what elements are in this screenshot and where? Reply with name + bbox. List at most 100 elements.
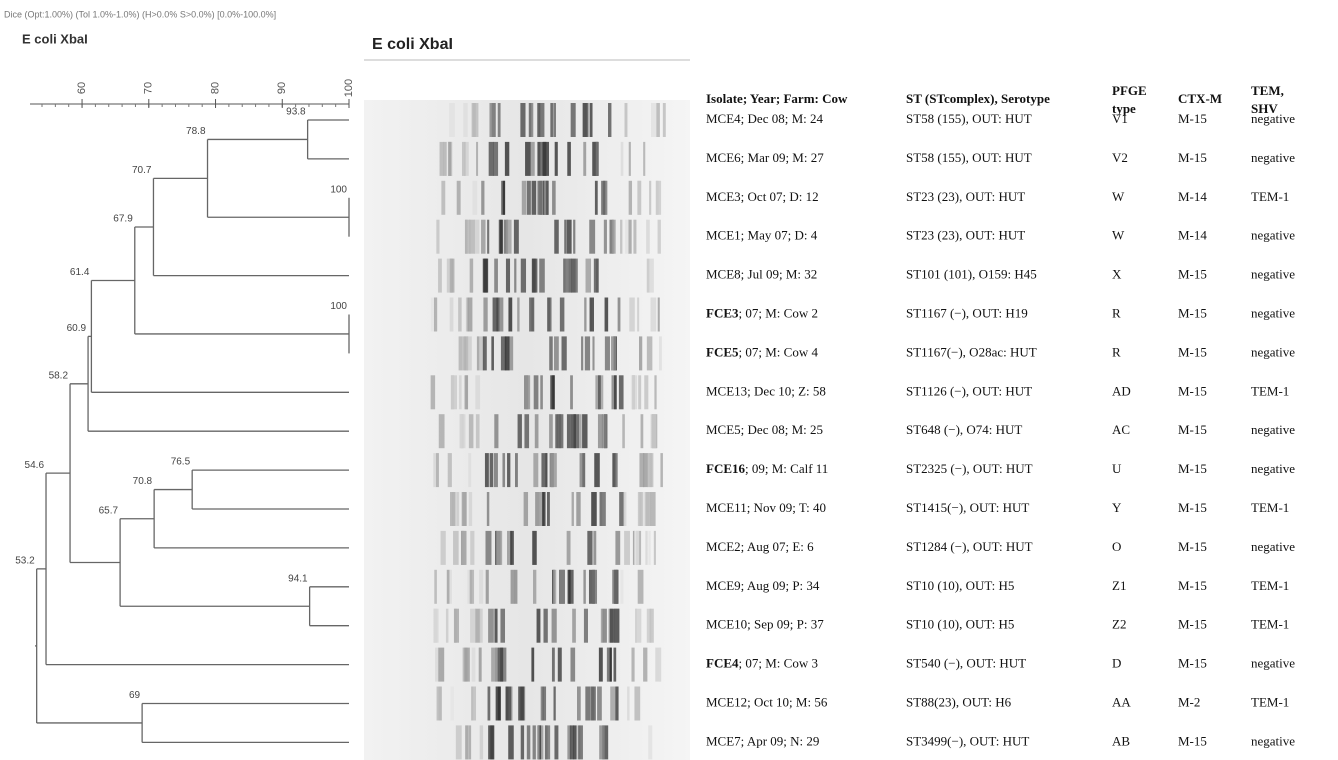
- node-label: 58.2: [49, 370, 69, 381]
- gel-band: [532, 181, 537, 215]
- gel-band: [524, 492, 528, 526]
- tick-label: 100: [343, 79, 355, 97]
- node-label: 53.2: [15, 556, 35, 567]
- gel-band: [543, 609, 547, 643]
- gel-band: [517, 298, 519, 332]
- gel-band: [590, 687, 596, 721]
- gel-band: [533, 570, 536, 604]
- gel-band: [643, 648, 647, 682]
- gel-band: [502, 453, 505, 487]
- node-label: 78.8: [186, 126, 206, 137]
- gel-band: [546, 181, 548, 215]
- cell-tem: TEM-1: [1251, 617, 1289, 632]
- cell-st: ST1167 (−), OUT: H19: [906, 305, 1028, 320]
- gel-band: [457, 181, 461, 215]
- gel-band: [563, 259, 569, 293]
- cell-isolate: FCE16; 09; M: Calf 11: [706, 461, 828, 476]
- gel-band: [441, 181, 445, 215]
- node-label: 54.6: [25, 460, 45, 471]
- gel-band: [438, 259, 442, 293]
- gel-band: [618, 298, 621, 332]
- tick-label: 90: [276, 82, 288, 94]
- gel-band: [436, 220, 439, 254]
- gel-band: [585, 336, 590, 370]
- gel-band: [505, 142, 509, 176]
- gel-band: [483, 336, 487, 370]
- gel-band: [572, 609, 576, 643]
- gel-band: [554, 220, 559, 254]
- gel-band: [649, 181, 651, 215]
- gel-band: [508, 725, 514, 759]
- gel-band: [466, 336, 468, 370]
- gel-band: [470, 609, 475, 643]
- gel-band: [623, 492, 626, 526]
- isolate-rest: ; 07; M: Cow 3: [739, 656, 818, 671]
- gel-band: [610, 648, 612, 682]
- gel-band: [459, 336, 463, 370]
- gel-band: [506, 259, 510, 293]
- gel-band: [439, 414, 445, 448]
- cell-ctx: M-15: [1178, 461, 1207, 476]
- gel-band: [477, 336, 480, 370]
- gel-band: [476, 142, 478, 176]
- gel-band: [644, 375, 648, 409]
- gel-band: [605, 336, 610, 370]
- gel-band: [449, 570, 452, 604]
- gel-band: [547, 298, 551, 332]
- gel-band: [649, 259, 654, 293]
- gel-band: [601, 375, 603, 409]
- settings-line: Dice (Opt:1.00%) (Tol 1.0%-1.0%) (H>0.0%…: [4, 9, 276, 19]
- gel-band: [529, 103, 534, 137]
- node-label: 70.7: [132, 165, 152, 176]
- cell-isolate: FCE5; 07; M: Cow 4: [706, 344, 818, 359]
- gel-band: [660, 453, 662, 487]
- gel-band: [535, 414, 539, 448]
- cell-tem: negative: [1251, 305, 1295, 320]
- gel-band: [610, 609, 615, 643]
- gel-band: [507, 453, 510, 487]
- gel-band: [488, 609, 494, 643]
- gel-band: [567, 414, 571, 448]
- isolate-rest: ; 09; M: Calf 11: [745, 461, 828, 476]
- gel-band: [608, 103, 611, 137]
- cell-pfge: V1: [1112, 111, 1128, 126]
- gel-band: [632, 375, 637, 409]
- gel-band: [435, 648, 438, 682]
- gel-band: [487, 492, 489, 526]
- cell-pfge: Y: [1112, 500, 1122, 515]
- gel-band: [555, 414, 558, 448]
- gel-band: [537, 103, 540, 137]
- cell-tem: negative: [1251, 461, 1295, 476]
- gel-band: [470, 531, 474, 565]
- cell-tem: negative: [1251, 150, 1295, 165]
- gel-band: [547, 492, 550, 526]
- gel-band: [433, 453, 435, 487]
- gel-band: [607, 648, 609, 682]
- gel-band: [505, 336, 510, 370]
- tick-label: 80: [209, 82, 221, 94]
- gel-band: [570, 375, 573, 409]
- gel-band: [472, 570, 474, 604]
- gel-band: [593, 531, 596, 565]
- cell-tem: TEM-1: [1251, 383, 1289, 398]
- gel-band: [615, 531, 620, 565]
- gel-band: [488, 687, 491, 721]
- gel-band: [601, 181, 605, 215]
- gel-band: [568, 570, 571, 604]
- gel-band: [592, 336, 594, 370]
- gel-band: [469, 336, 472, 370]
- cell-tem: negative: [1251, 656, 1295, 671]
- gel-band: [611, 336, 613, 370]
- gel-band: [550, 103, 553, 137]
- cell-st: ST58 (155), OUT: HUT: [906, 150, 1032, 165]
- gel-band: [647, 336, 653, 370]
- gel-band: [656, 181, 659, 215]
- cell-pfge: D: [1112, 656, 1121, 671]
- gel-band: [479, 570, 483, 604]
- gel-band: [472, 648, 476, 682]
- cell-st: ST1126 (−), OUT: HUT: [906, 383, 1032, 398]
- gel-band: [460, 414, 466, 448]
- cell-ctx: M-2: [1178, 694, 1200, 709]
- gel-band: [537, 142, 540, 176]
